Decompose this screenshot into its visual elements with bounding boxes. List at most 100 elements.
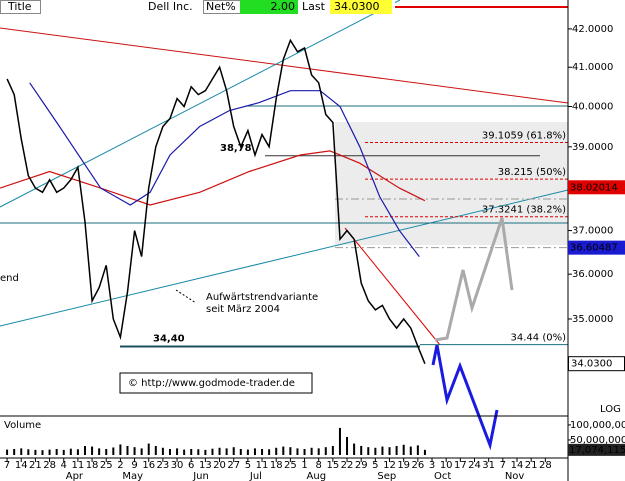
x-tick-label: 5 (372, 460, 378, 471)
month-label: Sep (377, 471, 396, 481)
trend-lines (0, 0, 569, 451)
volume-bar (409, 446, 412, 455)
x-tick-label: 17 (454, 460, 467, 471)
x-tick-label: 3 (429, 460, 435, 471)
volume-bar (268, 449, 271, 455)
volume-bar (367, 447, 370, 455)
base-label: 34.44 (0%) (511, 333, 567, 344)
volume-bar (275, 447, 278, 455)
x-tick-label: 22 (341, 460, 354, 471)
channel-lower (0, 189, 569, 327)
volume-bar (388, 447, 391, 455)
y-tick-label: 37.0000 (572, 226, 613, 237)
volume-bar (303, 448, 306, 455)
x-tick-label: 24 (468, 460, 481, 471)
volume-bar (190, 448, 193, 455)
volume-bar (20, 448, 23, 455)
x-tick-label: 29 (355, 460, 368, 471)
x-tick-label: 12 (383, 460, 396, 471)
y-tick-label: 40.0000 (572, 102, 613, 113)
y-tick-label: 35.0000 (572, 314, 613, 325)
header-net: 2.00 (271, 0, 296, 13)
volume-bar (402, 444, 405, 455)
volume-bar (48, 449, 51, 455)
volume-bar (98, 448, 101, 455)
x-tick-label: 28 (43, 460, 56, 471)
x-tick-label: 19 (397, 460, 410, 471)
volume-bar (261, 448, 264, 455)
x-tick-label: 23 (157, 460, 170, 471)
x-tick-label: 30 (171, 460, 184, 471)
header-last: 34.0300 (334, 0, 380, 13)
volume-bar (346, 436, 349, 455)
month-label: Apr (66, 471, 84, 481)
short-trend (344, 227, 441, 346)
header: Title Dell Inc. Net% 2.00 Last 34.0300 (0, 0, 395, 14)
volume-bar (324, 447, 327, 455)
support-label: 34,40 (153, 333, 185, 344)
volume-bar (62, 449, 65, 455)
volume-bar (310, 447, 313, 455)
y-tick-label: 41.0000 (572, 62, 613, 73)
last-value-box (330, 0, 392, 14)
x-tick-label: 27 (227, 460, 240, 471)
volume-label: Volume (4, 420, 41, 431)
downtrend-line (0, 27, 569, 104)
volume-bar (140, 448, 143, 455)
copyright: © http://www.godmode-trader.de (128, 378, 295, 389)
copyright-box (119, 372, 313, 394)
trend-note: Aufwärtstrendvariante (206, 292, 318, 303)
volume-bar (317, 448, 320, 455)
x-tick-label: 14 (511, 460, 524, 471)
log-label: LOG (600, 404, 621, 415)
x-tick-label: 18 (270, 460, 283, 471)
y-tick-label: 39.0000 (572, 142, 613, 153)
volume-bar (27, 449, 30, 455)
volume-bar (83, 445, 86, 455)
volume-bar (133, 447, 136, 455)
fib-label: 39.1059 (61.8%) (482, 130, 566, 141)
last-marker-label: 34.0300 (571, 359, 612, 370)
volume-bar (105, 448, 108, 455)
volume-bar (34, 449, 37, 455)
x-tick-label: 11 (256, 460, 269, 471)
x-tick-label: 7 (4, 460, 10, 471)
volume-bar (183, 449, 186, 455)
x-tick-label: 16 (142, 460, 155, 471)
volume-bar (13, 448, 16, 455)
volume-bar (126, 445, 129, 455)
volume-bar (338, 427, 341, 455)
volume-bar (76, 449, 79, 455)
x-tick-label: 18 (86, 460, 99, 471)
volume-bar (6, 449, 9, 455)
volume-bar (374, 447, 377, 455)
x-tick-label: 4 (61, 460, 67, 471)
x-tick-label: 26 (411, 460, 424, 471)
volume-bar (423, 449, 426, 455)
x-tick-label: 25 (100, 460, 113, 471)
x-tick-label: 7 (500, 460, 506, 471)
month-label: Aug (307, 471, 327, 481)
volume-bar (282, 446, 285, 455)
title-box (0, 0, 41, 14)
volume-bar (91, 446, 94, 455)
month-label: Oct (434, 471, 451, 481)
volume-bar (353, 443, 356, 455)
volume-bar (55, 448, 58, 455)
volume-bar (381, 446, 384, 455)
volume-bar (204, 449, 207, 455)
x-tick-label: 31 (482, 460, 495, 471)
v-tick-label: 50,000,000 (570, 435, 625, 446)
x-tick-label: 21 (29, 460, 42, 471)
header-title: Title (7, 0, 32, 13)
month-label: Jun (192, 471, 209, 481)
volume-bar (225, 448, 228, 455)
volume-bar (154, 445, 157, 455)
x-tick-label: 14 (15, 460, 28, 471)
x-tick-label: 2 (117, 460, 123, 471)
ma-slow (0, 150, 426, 206)
net-value-box (240, 0, 298, 14)
volume-bar (416, 445, 419, 455)
header-net-label: Net% (206, 0, 236, 13)
volume-bar (360, 445, 363, 455)
